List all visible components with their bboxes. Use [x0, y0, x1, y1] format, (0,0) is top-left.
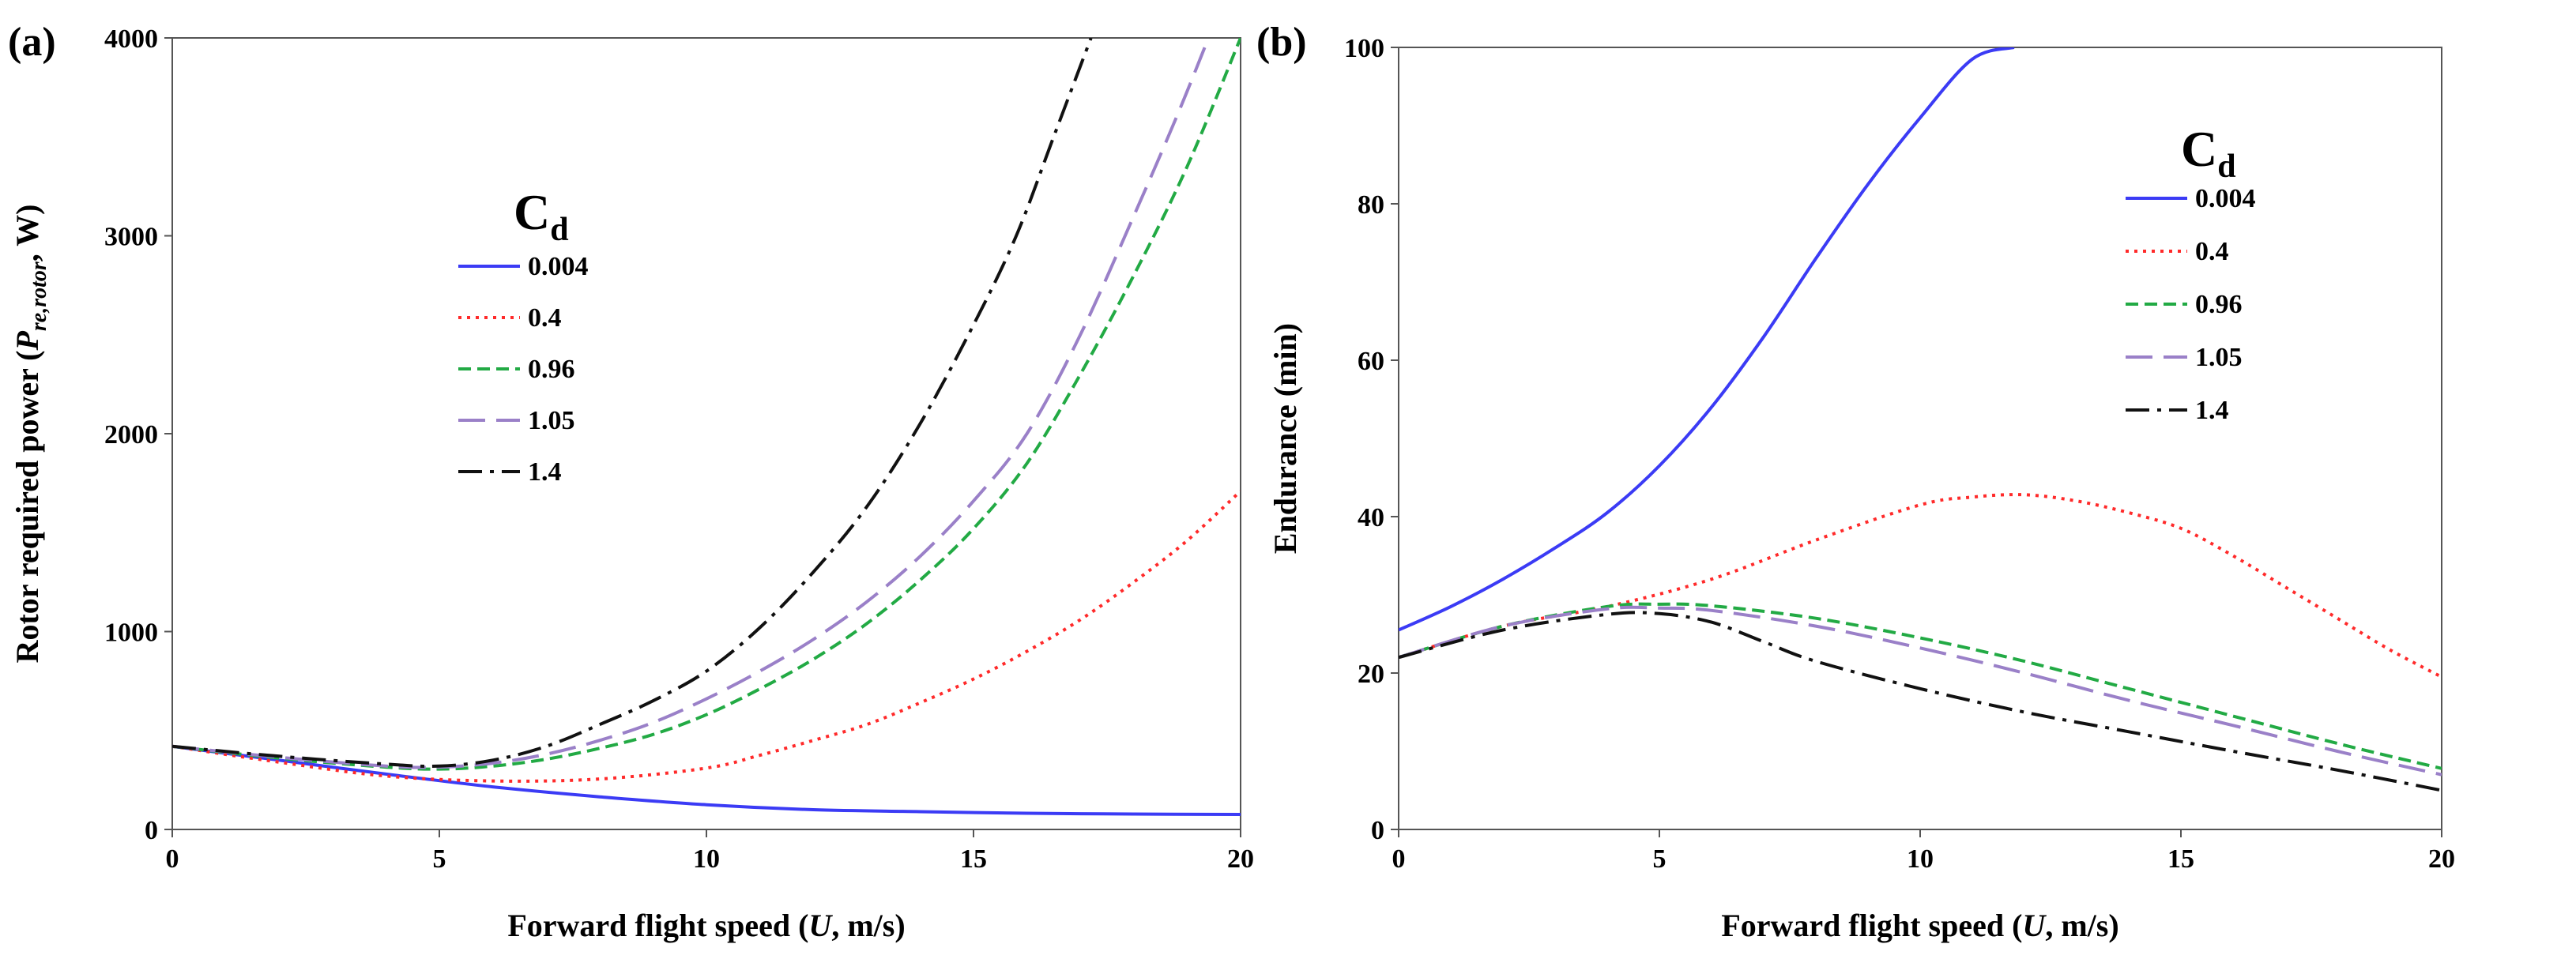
chart-a-legend-label: 0.004 — [528, 252, 589, 281]
chart-b-y-tick-label: 0 — [1371, 816, 1384, 845]
chart-a-series-line-1-05 — [172, 38, 1211, 769]
chart-b-y-axis-label: Endurance (min) — [1267, 323, 1303, 554]
chart-a-legend: Cd 0.004 0.4 0.96 1.05 1.4 — [458, 184, 589, 487]
chart-b-series-line-0-96 — [1399, 602, 2442, 770]
chart-b-y-tick-label: 20 — [1358, 660, 1384, 689]
chart-b-legend-title: Cd — [2181, 121, 2236, 185]
chart-a-x-tick-label: 0 — [166, 844, 179, 874]
chart-a-legend-label: 0.4 — [528, 303, 562, 333]
chart-b-x-tick-label: 5 — [1653, 844, 1666, 874]
chart-a-y-tick-label: 0 — [145, 816, 158, 845]
chart-b-series-group — [1399, 47, 2442, 792]
chart-b-x-tick-label: 15 — [2167, 844, 2194, 874]
chart-b-series-line-1-4 — [1399, 611, 2442, 792]
chart-a-legend-title: Cd — [514, 184, 569, 248]
chart-b-series-line-1-05 — [1399, 605, 2442, 777]
chart-b-y-tick-label: 60 — [1358, 347, 1384, 376]
chart-b-y-tick-label: 40 — [1358, 503, 1384, 532]
chart-a-plot-frame — [171, 37, 1241, 830]
chart-a-y-tick-label: 3000 — [104, 223, 158, 252]
chart-b-legend-label: 1.05 — [2195, 343, 2243, 372]
chart-a-series-group — [172, 38, 1241, 816]
chart-a-y-tick-label: 4000 — [104, 24, 158, 54]
chart-a-y-tick-label: 2000 — [104, 420, 158, 449]
chart-a-y-tick-label: 1000 — [104, 619, 158, 648]
chart-b-x-tick-label: 0 — [1392, 844, 1406, 874]
chart-a-x-tick-label: 20 — [1227, 844, 1254, 874]
chart-b-legend-label: 0.4 — [2195, 237, 2229, 266]
chart-b-y-tick-label: 80 — [1358, 190, 1384, 220]
chart-a-x-axis-label: Forward flight speed (U, m/s) — [507, 908, 905, 943]
chart-a-series-line-0-4 — [172, 490, 1241, 783]
chart-a-legend-label: 1.4 — [528, 457, 562, 487]
panel-b-label: (b) — [1256, 20, 1307, 65]
chart-b-x-axis-label: Forward flight speed (U, m/s) — [1721, 908, 2118, 943]
chart-b-legend-label: 0.004 — [2195, 184, 2256, 213]
chart-a-x-tick-label: 15 — [960, 844, 987, 874]
chart-b-y-tick-label: 100 — [1344, 34, 1384, 63]
chart-b-legend-label: 0.96 — [2195, 290, 2243, 319]
chart-b-legend: Cd0.004 0.4 0.96 1.05 1.4 — [2126, 121, 2256, 425]
chart-b-x-tick-label: 10 — [1907, 844, 1934, 874]
chart-a-series-line-0-004 — [172, 744, 1241, 816]
chart-b-legend-label: 1.4 — [2195, 396, 2229, 425]
chart-b-series-line-0-4 — [1399, 493, 2442, 679]
chart-a-legend-label: 0.96 — [528, 355, 575, 384]
chart-a-x-tick-label: 10 — [693, 844, 720, 874]
chart-a-rotor-power: 0 5 10 15 20 0 1000 2000 3000 4000 Forward flight … — [9, 24, 1254, 943]
chart-a-series-line-1-4 — [172, 38, 1093, 769]
chart-b-endurance: 0 5 10 15 20 0 20 40 60 80 100 Forward flight speed… — [1267, 34, 2455, 943]
chart-a-y-axis-label: Rotor required power (Pre,rotor, W) — [9, 205, 51, 664]
panel-a-label: (a) — [8, 20, 56, 65]
chart-b-series-line-0-004 — [1399, 47, 2015, 632]
chart-b-x-tick-label: 20 — [2428, 844, 2455, 874]
chart-a-x-tick-label: 5 — [433, 844, 446, 874]
chart-b-plot-frame — [1398, 47, 2442, 830]
chart-a-series-line-0-96 — [172, 38, 1241, 771]
chart-a-legend-label: 1.05 — [528, 406, 575, 435]
